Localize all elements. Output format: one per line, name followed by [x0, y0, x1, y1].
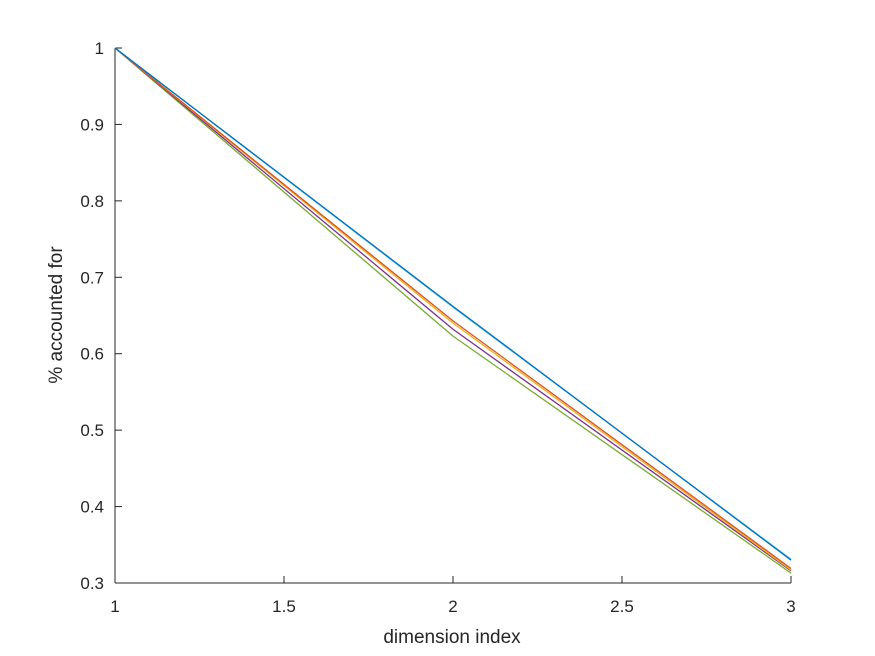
series-line	[114, 47, 792, 572]
y-tick-label: 0.9	[80, 115, 104, 134]
series-line	[114, 47, 792, 570]
x-tick-label: 1	[110, 597, 119, 616]
y-tick-label: 0.3	[80, 574, 104, 593]
y-tick-label: 1	[95, 39, 104, 58]
series-lines	[114, 47, 792, 574]
y-tick-label: 0.5	[80, 421, 104, 440]
y-tick-label: 0.7	[80, 268, 104, 287]
series-line	[114, 47, 792, 574]
y-tick-label: 0.8	[80, 192, 104, 211]
x-tick-label: 1.5	[272, 597, 296, 616]
x-axis-label: dimension index	[383, 627, 521, 648]
y-axis-label: % accounted for	[46, 246, 67, 384]
x-tick-label: 3	[786, 597, 795, 616]
axes	[114, 47, 792, 584]
y-tick-label: 0.6	[80, 345, 104, 364]
x-tick-label: 2	[448, 597, 457, 616]
series-line	[114, 47, 792, 561]
x-tick-label: 2.5	[610, 597, 634, 616]
y-tick-label: 0.4	[80, 498, 104, 517]
tick-labels: 1 1.5 2 2.5 3 0.3 0.4 0.5 0.6 0.7 0.8 0.9 1	[80, 39, 795, 616]
